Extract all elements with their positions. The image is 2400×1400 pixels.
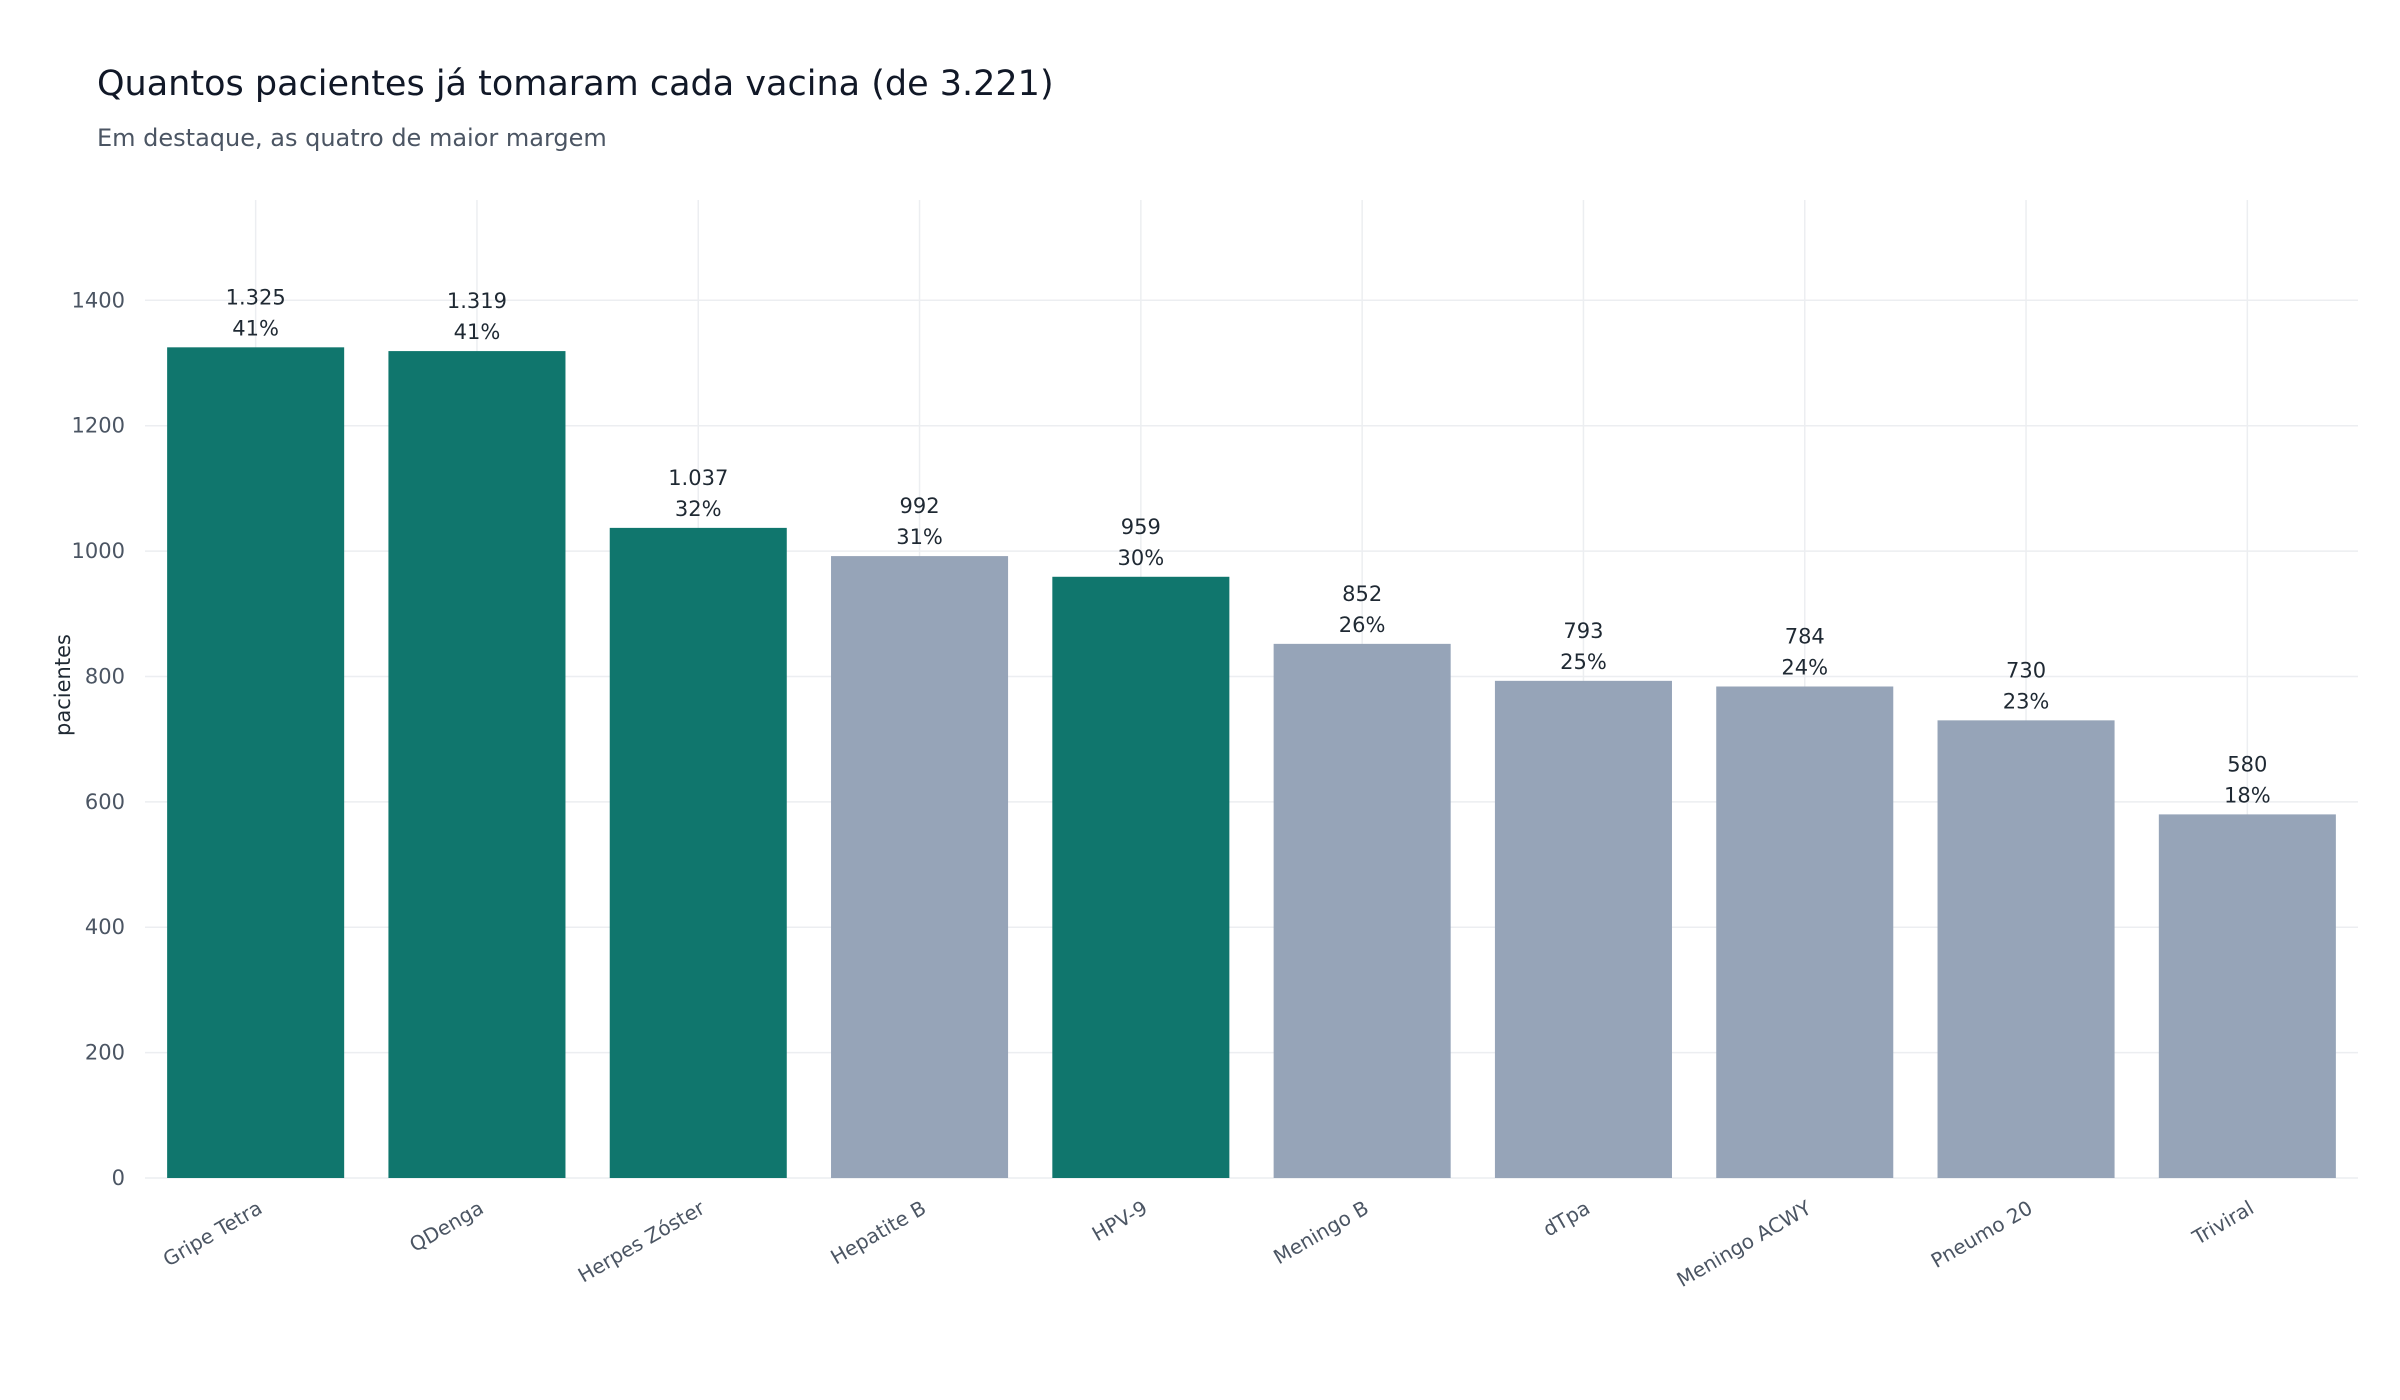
y-tick-label: 400 [85,915,125,939]
percent-label: 26% [1339,613,1386,637]
y-tick-label: 200 [85,1041,125,1065]
value-label: 793 [1563,619,1603,643]
value-label: 730 [2006,658,2046,682]
y-tick-label: 600 [85,790,125,814]
x-tick-label: Gripe Tetra [159,1196,266,1272]
chart-title: Quantos pacientes já tomaram cada vacina… [97,64,1054,104]
bar [1494,680,1672,1178]
x-tick-label: Meningo ACWY [1672,1195,1815,1292]
percent-label: 24% [1781,655,1828,679]
percent-label: 32% [675,497,722,521]
y-tick-label: 1000 [72,539,125,563]
x-tick-label: HPV-9 [1088,1196,1152,1247]
bar [167,347,345,1179]
bar [1273,643,1451,1178]
bar [1052,576,1230,1178]
percent-label: 30% [1118,546,1165,570]
bar [1716,686,1894,1178]
value-label: 992 [900,494,940,518]
bar [609,527,787,1178]
y-tick-label: 1400 [72,288,125,312]
x-tick-label: Hepatite B [826,1196,930,1270]
y-tick-label: 800 [85,664,125,688]
percent-label: 18% [2224,783,2271,807]
y-tick-label: 0 [112,1166,125,1190]
value-label: 1.325 [226,285,286,309]
bar [2158,814,2336,1178]
value-label: 1.319 [447,289,507,313]
value-label: 580 [2227,752,2267,776]
x-tick-label: dTpa [1539,1196,1594,1242]
value-label: 852 [1342,582,1382,606]
x-tick-label: Triviral [2187,1196,2257,1251]
percent-label: 25% [1560,650,1607,674]
x-tick-label: Meningo B [1269,1196,1372,1270]
percent-label: 41% [232,316,279,340]
value-label: 1.037 [668,466,728,490]
x-tick-label: QDenga [405,1196,487,1257]
x-tick-label: Pneumo 20 [1927,1196,2037,1273]
value-label: 959 [1121,515,1161,539]
percent-label: 31% [896,525,943,549]
bar [1937,720,2115,1178]
y-tick-label: 1200 [72,414,125,438]
percent-label: 23% [2003,689,2050,713]
bar [388,351,566,1178]
bars [167,347,2336,1179]
x-tick-label: Herpes Zóster [574,1195,710,1287]
percent-label: 41% [454,320,501,344]
chart-subtitle: Em destaque, as quatro de maior margem [97,124,607,152]
y-axis-title: pacientes [51,634,75,736]
value-label: 784 [1785,624,1825,648]
bar [831,556,1009,1178]
